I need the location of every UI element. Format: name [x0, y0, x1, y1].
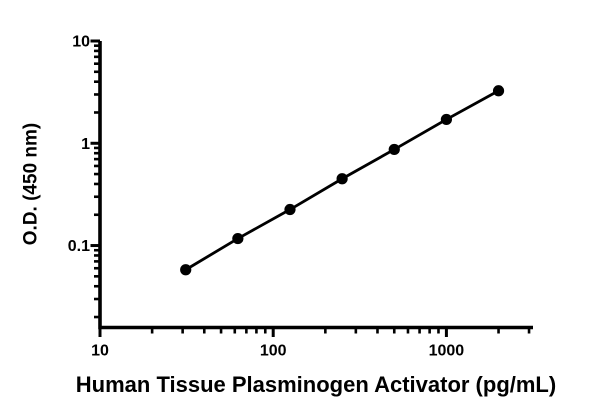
- y-tick-label: 1: [81, 136, 90, 153]
- data-point: [492, 85, 505, 97]
- x-tick-label: 10: [91, 343, 109, 360]
- y-axis-title: O.D. (450 nm): [21, 123, 42, 245]
- x-axis-title: Human Tissue Plasminogen Activator (pg/m…: [76, 372, 556, 397]
- data-point: [440, 113, 453, 126]
- y-tick-label: 10: [72, 34, 90, 51]
- x-tick-label: 1000: [429, 343, 465, 360]
- data-point: [180, 264, 192, 276]
- data-point: [336, 173, 348, 185]
- x-tick-label: 100: [260, 343, 287, 360]
- axes-spine: [98, 41, 533, 330]
- data-point: [284, 203, 296, 216]
- data-point: [232, 232, 244, 245]
- plot-area: 10 100 1000 0.1 1 10: [68, 34, 533, 360]
- data-point: [388, 143, 400, 156]
- y-tick-label: 0.1: [68, 238, 90, 255]
